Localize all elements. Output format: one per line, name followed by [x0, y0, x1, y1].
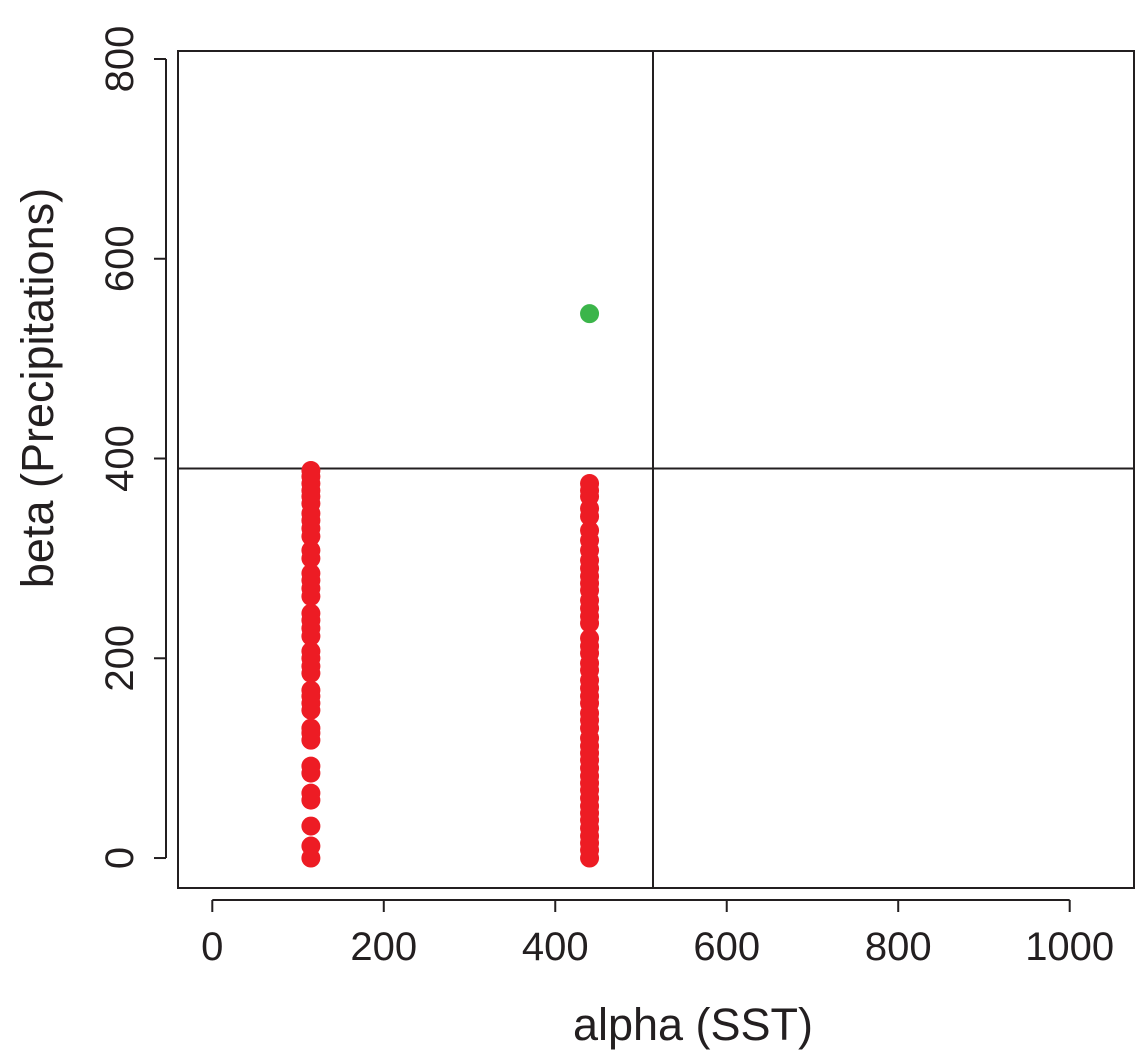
- y-tick-label: 0: [98, 847, 142, 869]
- data-point: [301, 756, 321, 776]
- x-tick-label: 800: [865, 925, 932, 969]
- y-axis: 0 200 400 600 800: [98, 26, 167, 869]
- data-point: [301, 540, 321, 560]
- x-axis-title: alpha (SST): [573, 999, 813, 1050]
- x-tick-label: 400: [522, 925, 589, 969]
- data-point: [580, 304, 600, 324]
- data-point: [580, 628, 600, 648]
- x-tick-label: 1000: [1025, 925, 1114, 969]
- data-point: [301, 680, 321, 700]
- y-axis-title: beta (Precipitations): [12, 188, 63, 588]
- x-tick-label: 200: [350, 925, 417, 969]
- y-tick-label: 200: [98, 625, 142, 692]
- data-point: [301, 718, 321, 738]
- data-point: [580, 473, 600, 493]
- reference-lines: [178, 51, 1134, 888]
- data-point: [301, 783, 321, 803]
- data-point: [301, 816, 321, 836]
- data-point: [301, 563, 321, 583]
- data-point: [301, 603, 321, 623]
- data-point: [301, 460, 321, 480]
- x-tick-label: 0: [201, 925, 223, 969]
- x-axis: 0 200 400 600 800 1000: [201, 899, 1114, 969]
- data-point: [580, 520, 600, 540]
- y-tick-label: 400: [98, 425, 142, 492]
- y-tick-label: 600: [98, 225, 142, 292]
- data-point: [301, 641, 321, 661]
- x-tick-label: 600: [693, 925, 760, 969]
- data-points: [301, 304, 600, 868]
- y-tick-label: 800: [98, 26, 142, 93]
- data-point: [301, 836, 321, 856]
